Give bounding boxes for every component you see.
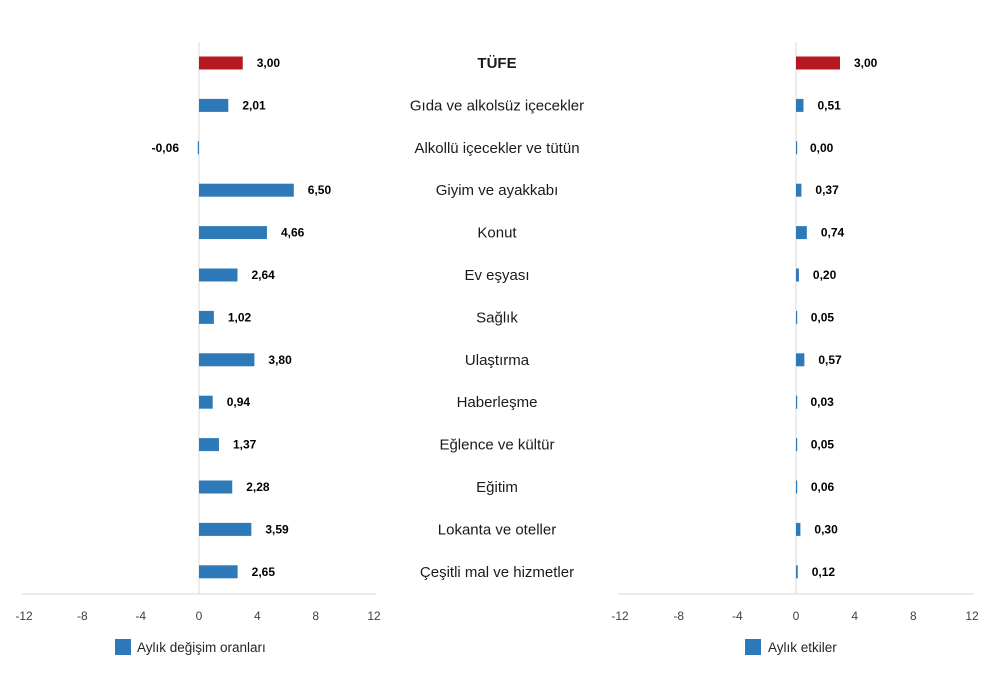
bar xyxy=(199,310,214,324)
category-label: Haberleşme xyxy=(457,394,538,411)
x-tick-label: -8 xyxy=(77,609,88,623)
data-label: 0,74 xyxy=(821,226,845,240)
data-label: 0,12 xyxy=(812,565,836,579)
data-label: 0,57 xyxy=(818,353,842,367)
right-chart-panel: -12 -8 -4 0 4 8 12 3,00 0,51 0,00 0,37 0,74 0,20 0,05… xyxy=(611,42,979,655)
bar xyxy=(796,56,840,70)
legend-swatch xyxy=(745,639,761,655)
bar xyxy=(199,56,243,70)
bar xyxy=(197,141,199,155)
legend-label: Aylık etkiler xyxy=(768,640,837,655)
category-label: Lokanta ve oteller xyxy=(438,521,556,538)
data-label: -0,06 xyxy=(152,141,180,155)
category-label: Konut xyxy=(477,225,517,242)
data-label: 3,00 xyxy=(257,56,281,70)
category-label: Sağlık xyxy=(476,309,518,326)
data-label: 6,50 xyxy=(308,183,332,197)
data-label: 0,00 xyxy=(810,141,834,155)
bar xyxy=(199,353,255,367)
data-label: 3,80 xyxy=(268,353,292,367)
bar xyxy=(796,480,798,494)
bar xyxy=(199,98,229,112)
data-label: 3,00 xyxy=(854,56,878,70)
bar xyxy=(199,522,252,536)
category-label: TÜFE xyxy=(477,55,516,72)
bar xyxy=(796,226,807,240)
x-tick-label: 0 xyxy=(793,609,800,623)
x-tick-label: 12 xyxy=(965,609,979,623)
bar xyxy=(796,183,802,197)
data-label: 0,20 xyxy=(813,268,837,282)
category-label: Gıda ve alkolsüz içecekler xyxy=(410,97,584,114)
data-label: 0,06 xyxy=(811,480,835,494)
data-label: 0,51 xyxy=(817,98,841,112)
data-label: 0,30 xyxy=(814,522,838,536)
data-label: 0,37 xyxy=(815,183,839,197)
x-tick-label: 4 xyxy=(851,609,858,623)
bar xyxy=(199,565,238,579)
data-label: 2,01 xyxy=(242,98,266,112)
data-label: 4,66 xyxy=(281,226,305,240)
category-labels: TÜFE Gıda ve alkolsüz içecekler Alkollü iç… xyxy=(410,55,584,581)
category-label: Eğlence ve kültür xyxy=(439,437,554,454)
data-label: 1,02 xyxy=(228,310,252,324)
x-tick-label: -4 xyxy=(135,609,146,623)
bar xyxy=(796,310,798,324)
bar xyxy=(796,98,804,112)
data-label: 0,05 xyxy=(811,310,835,324)
bar xyxy=(796,438,798,452)
data-label: 0,94 xyxy=(227,395,251,409)
category-label: Ulaştırma xyxy=(465,352,530,369)
bar xyxy=(796,268,799,282)
bar xyxy=(199,268,238,282)
x-tick-label: -4 xyxy=(732,609,743,623)
category-label: Eğitim xyxy=(476,479,518,496)
data-label: 0,03 xyxy=(810,395,834,409)
data-label: 2,65 xyxy=(252,565,276,579)
category-label: Alkollü içecekler ve tütün xyxy=(414,140,579,157)
data-label: 0,05 xyxy=(811,438,835,452)
x-tick-label: 8 xyxy=(312,609,319,623)
bar xyxy=(796,565,798,579)
x-tick-label: -8 xyxy=(673,609,684,623)
x-tick-label: 4 xyxy=(254,609,261,623)
legend: Aylık etkiler xyxy=(745,639,837,655)
legend: Aylık değişim oranları xyxy=(115,639,266,655)
legend-label: Aylık değişim oranları xyxy=(137,640,266,655)
category-label: Ev eşyası xyxy=(464,267,529,284)
x-tick-label: -12 xyxy=(15,609,33,623)
data-label: 3,59 xyxy=(265,522,289,536)
bar xyxy=(199,226,267,240)
bar xyxy=(199,480,233,494)
data-label: 2,28 xyxy=(246,480,270,494)
bar xyxy=(199,438,219,452)
bar xyxy=(796,522,801,536)
bar xyxy=(796,395,798,409)
bar xyxy=(796,141,798,155)
legend-swatch xyxy=(115,639,131,655)
bar xyxy=(796,353,805,367)
category-label: Çeşitli mal ve hizmetler xyxy=(420,564,574,581)
x-tick-label: -12 xyxy=(611,609,629,623)
data-label: 2,64 xyxy=(252,268,276,282)
bar xyxy=(199,183,294,197)
x-tick-label: 12 xyxy=(367,609,381,623)
x-tick-label: 0 xyxy=(196,609,203,623)
category-label: Giyim ve ayakkabı xyxy=(436,182,559,199)
data-label: 1,37 xyxy=(233,438,257,452)
bar xyxy=(199,395,213,409)
left-chart-panel: -12 -8 -4 0 4 8 12 3,00 2,01 -0,06 6,50 4,66 2,64 1,0… xyxy=(15,42,381,655)
x-tick-label: 8 xyxy=(910,609,917,623)
